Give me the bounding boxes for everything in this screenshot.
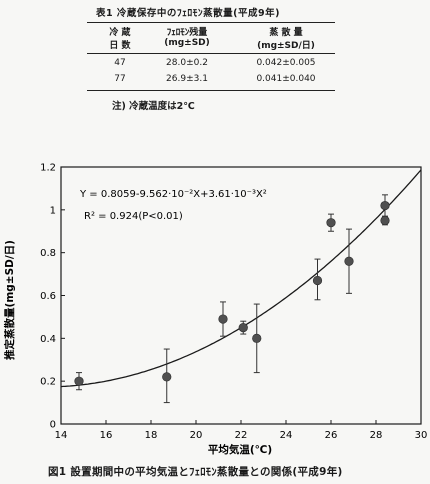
data-point-6 [326,218,336,228]
header-residual-line2: (mg±SD) [164,38,210,48]
y-tick-label-2: 0.4 [40,334,56,345]
x-tick-label-6: 26 [325,430,338,441]
y-tick-label-6: 1.2 [40,163,56,174]
x-tick-label-8: 30 [415,430,428,441]
data-point-3 [238,323,248,333]
x-tick-label-0: 14 [55,430,68,441]
r-squared-text: R² = 0.924(P<0.01) [84,211,183,222]
scatter-chart: 14 16 18 20 22 24 26 28 30 0 0.2 0.4 0.6 0.8 1 1.2 Y = … [3,163,427,457]
y-tick-label-1: 0.2 [40,377,56,388]
table-caption: 表1 冷蔵保存中のﾌｪﾛﾓﾝ蒸散量(平成9年) [96,8,280,19]
x-tick-label-5: 24 [280,430,293,441]
table-top-rule [87,22,335,23]
fit-layer [60,169,422,388]
y-tick-label-5: 1 [50,205,56,216]
row2-evaporation: 0.041±0.040 [256,74,316,84]
table-header-rule [87,53,335,54]
data-point-2 [218,314,228,324]
data-point-0 [74,376,84,386]
header-evaporation-line1: 蒸 散 量 [269,28,303,38]
data-point-7 [344,256,354,266]
figure-caption: 図1 設置期間中の平均気温とﾌｪﾛﾓﾝ蒸散量との関係(平成9年) [48,466,343,478]
header-residual-line1: ﾌｪﾛﾓﾝ残量 [166,28,208,38]
data-point-5 [312,275,323,286]
header-days-line1: 冷 蔵 [109,28,131,38]
data-point-4 [252,333,262,343]
chart-axes [60,166,422,425]
equation-text: Y = 0.8059-9.562·10⁻²X+3.61·10⁻³X² [79,189,267,200]
table-block: 表1 冷蔵保存中のﾌｪﾛﾓﾝ蒸散量(平成9年) 冷 蔵 日 数 ﾌｪﾛﾓﾝ残量 … [0,0,430,120]
y-tick-label-3: 0.6 [40,291,56,302]
points-layer [74,194,390,404]
table-bottom-rule [87,90,335,91]
x-tick-label-2: 18 [145,430,158,441]
row1-residual: 28.0±0.2 [166,58,208,68]
x-tick-label-1: 16 [100,430,113,441]
plot-frame [60,166,422,425]
y-axis-label: 推定蒸散量(mg±SD/日) [3,240,16,360]
data-point-1 [162,372,172,382]
header-evaporation-line2: (mg±SD/日) [257,41,315,51]
table-note: 注) 冷蔵温度は2℃ [112,101,195,112]
row1-evaporation: 0.042±0.005 [256,58,316,68]
y-tick-label-4: 0.8 [40,248,56,259]
y-tick-label-0: 0 [50,420,56,431]
ticks-layer: 14 16 18 20 22 24 26 28 30 0 0.2 0.4 0.6 0.8 1 1.2 [40,163,427,442]
x-tick-label-3: 20 [190,430,203,441]
x-tick-label-7: 28 [370,430,383,441]
data-point-9 [380,215,390,226]
fit-curve [60,169,422,388]
data-point-8 [380,200,390,211]
header-days-line2: 日 数 [109,41,131,51]
row2-days: 77 [114,74,126,84]
x-axis-label: 平均気温(℃) [208,443,272,456]
row1-days: 47 [114,58,126,68]
x-tick-label-4: 22 [235,430,248,441]
row2-residual: 26.9±3.1 [166,74,208,84]
